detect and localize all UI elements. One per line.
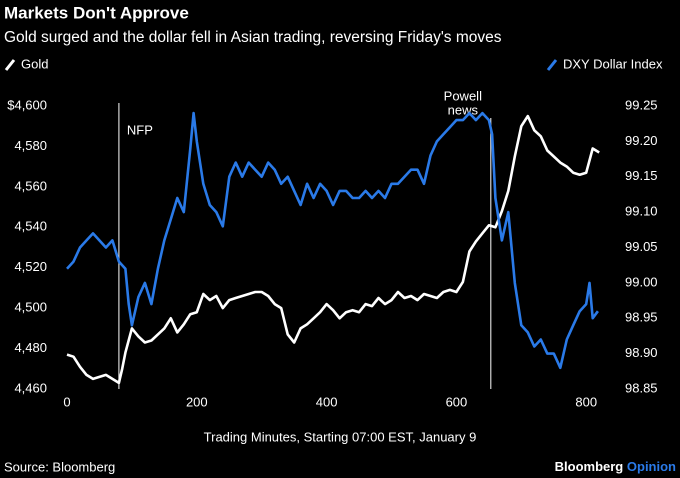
y-tick-label: 4,560 xyxy=(14,178,47,193)
brand: Bloomberg Opinion xyxy=(555,459,676,474)
series-line xyxy=(66,111,599,370)
y2-tick-label: 99.10 xyxy=(625,204,658,219)
legend-label: Gold xyxy=(21,56,48,71)
chart-subtitle: Gold surged and the dollar fell in Asian… xyxy=(4,29,502,46)
y2-tick-label: 98.95 xyxy=(625,310,658,325)
series-line xyxy=(66,114,600,385)
x-tick-label: 0 xyxy=(63,394,70,409)
y-tick-label: 4,480 xyxy=(14,340,47,355)
annotation-label: NFP xyxy=(127,122,153,137)
brand-name: Bloomberg xyxy=(555,459,624,474)
chart-title: Markets Don't Approve xyxy=(4,3,189,22)
x-axis-label: Trading Minutes, Starting 07:00 EST, Jan… xyxy=(204,429,477,444)
legend-label: DXY Dollar Index xyxy=(563,56,663,71)
y-tick-label: 4,580 xyxy=(14,138,47,153)
brand-suffix: Opinion xyxy=(627,459,676,474)
x-tick-label: 400 xyxy=(316,394,338,409)
legend-swatch xyxy=(546,59,558,71)
y-tick-label: 4,520 xyxy=(14,259,47,274)
y2-tick-label: 99.15 xyxy=(625,168,658,183)
y-tick-label: 4,540 xyxy=(14,219,47,234)
y2-tick-label: 99.20 xyxy=(625,133,658,148)
source: Source: Bloomberg xyxy=(4,459,115,474)
y-tick-label: $4,600 xyxy=(7,97,47,112)
annotation-label: Powell xyxy=(444,88,482,103)
y-tick-label: 4,500 xyxy=(14,300,47,315)
y2-tick-label: 99.00 xyxy=(625,274,658,289)
y2-tick-label: 99.25 xyxy=(625,97,658,112)
x-tick-label: 800 xyxy=(575,394,597,409)
y-tick-label: 4,460 xyxy=(14,380,47,395)
y2-tick-label: 98.85 xyxy=(625,380,658,395)
legend-swatch xyxy=(4,59,16,71)
annotation-label: news xyxy=(448,102,479,117)
y2-tick-label: 99.05 xyxy=(625,239,658,254)
x-tick-label: 600 xyxy=(446,394,468,409)
x-tick-label: 200 xyxy=(186,394,208,409)
y2-tick-label: 98.90 xyxy=(625,345,658,360)
